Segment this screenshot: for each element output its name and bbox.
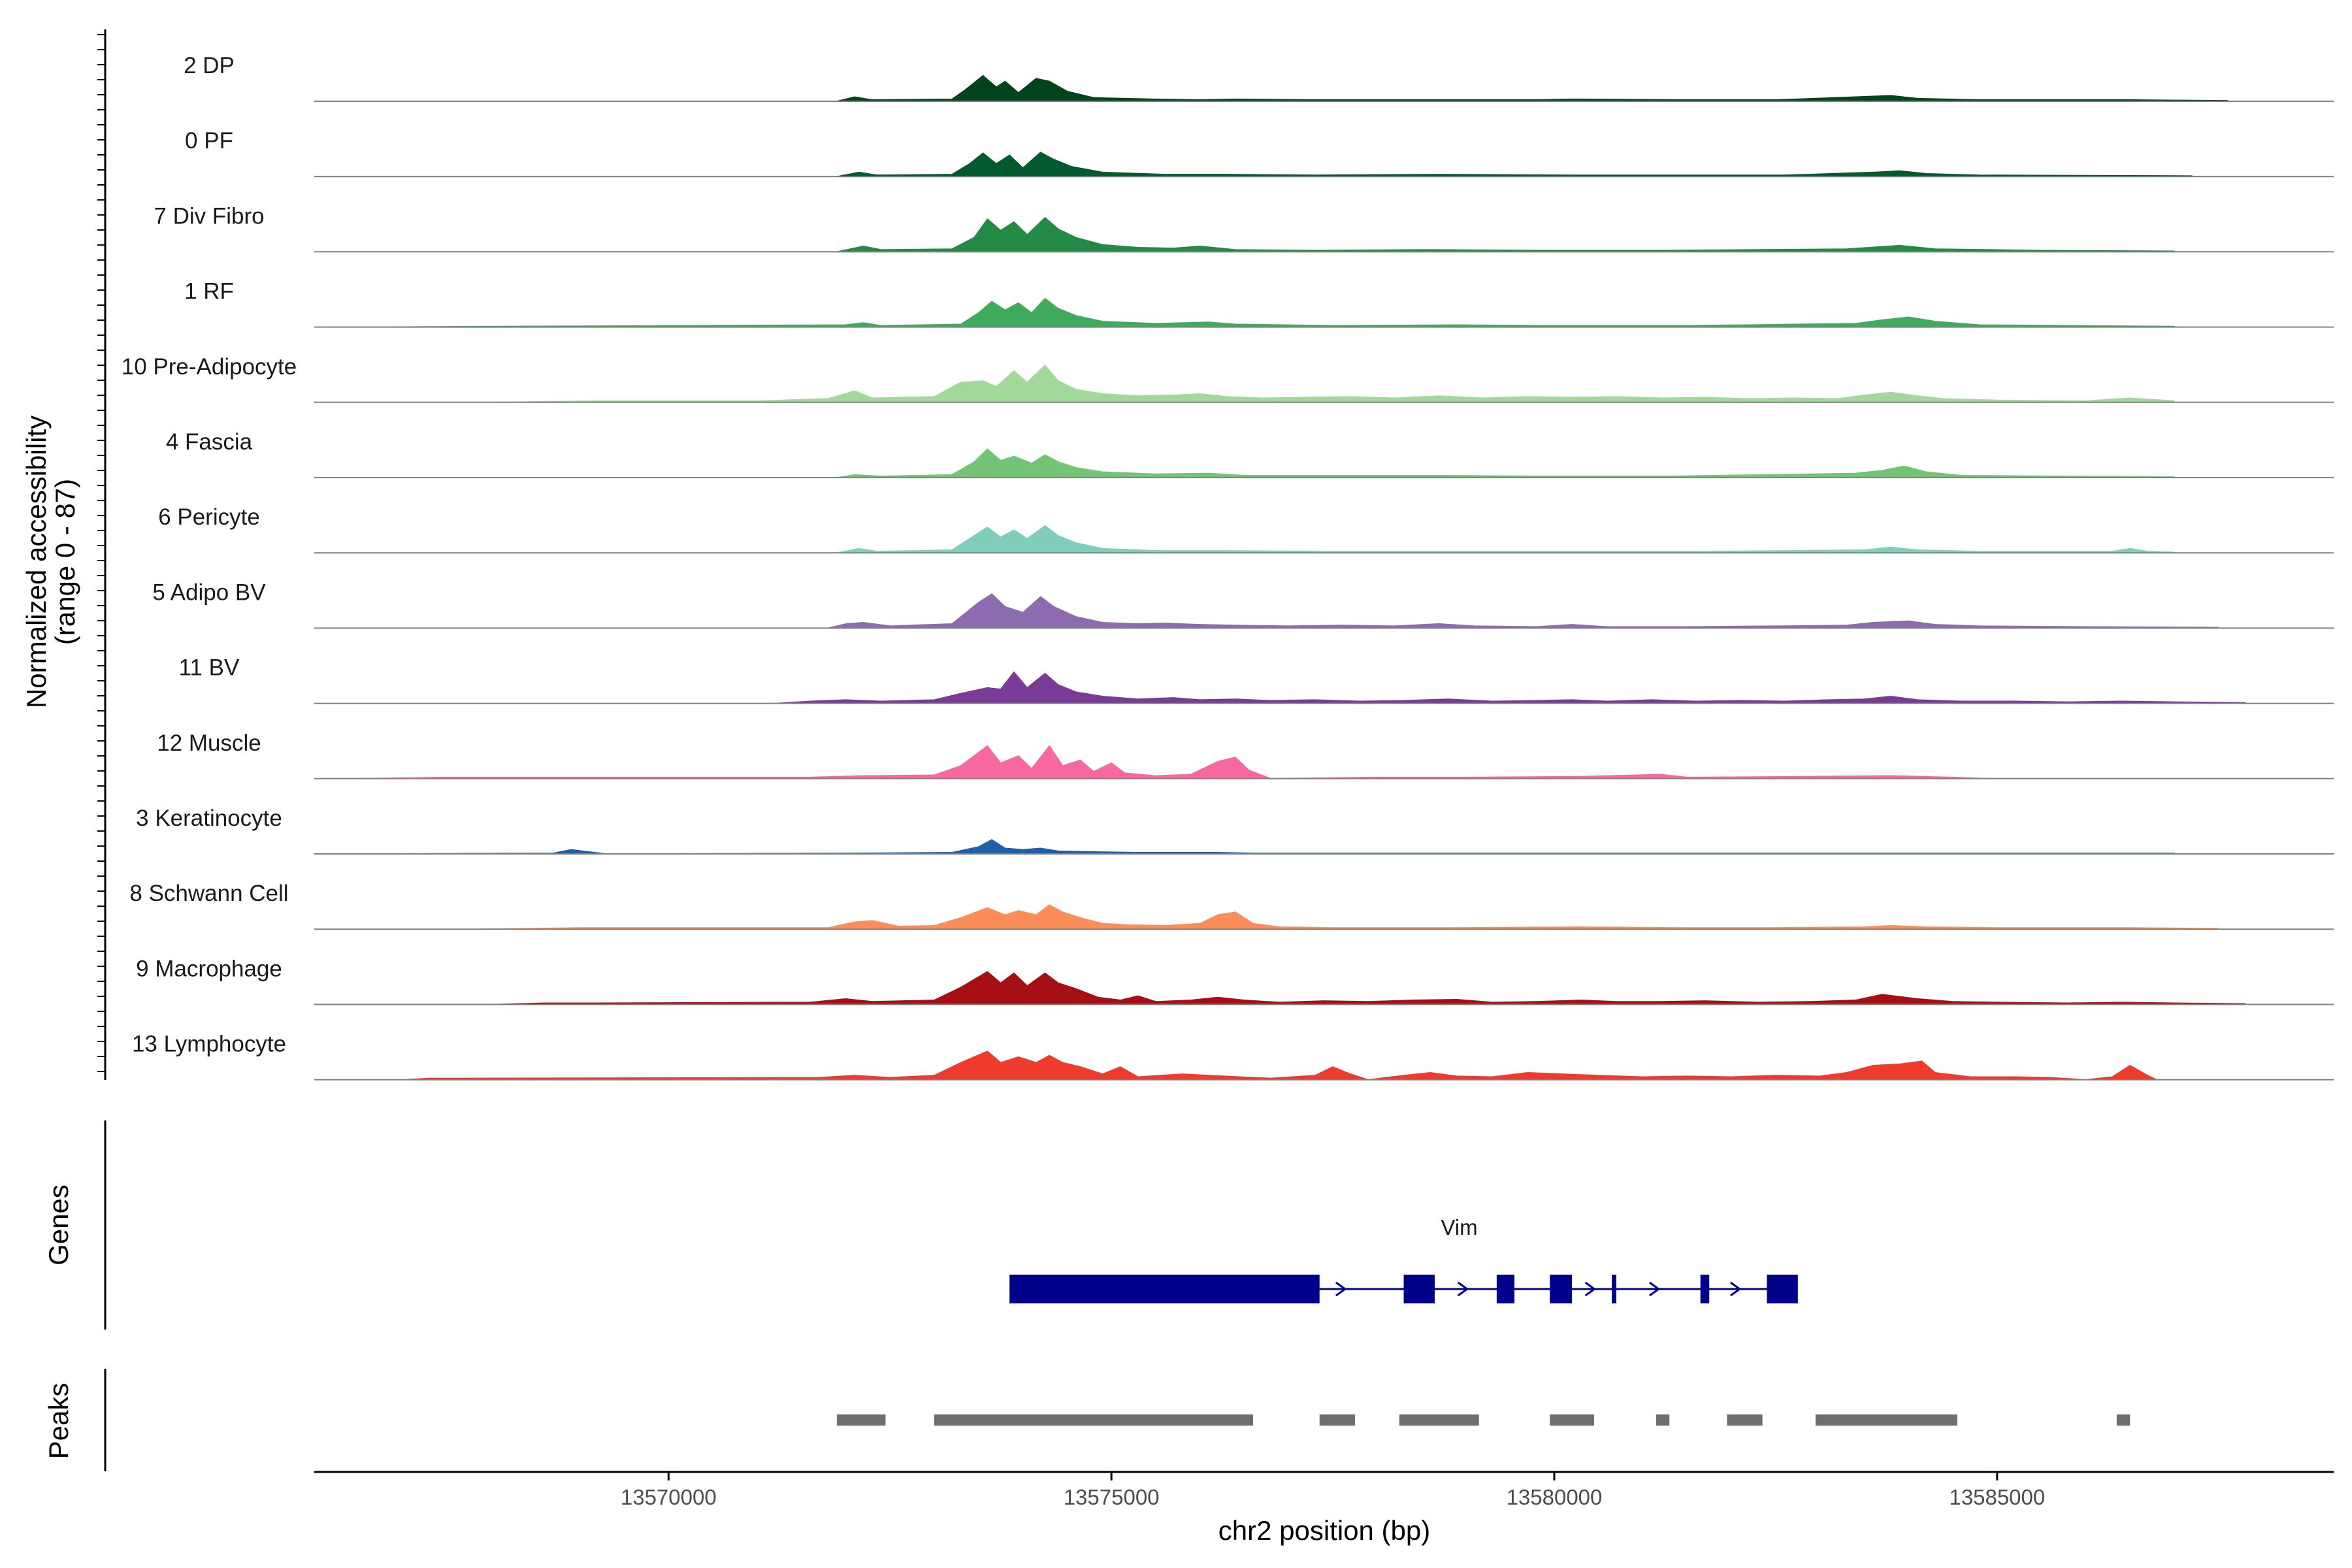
peak-interval [1727, 1414, 1763, 1426]
coverage-area [331, 298, 2175, 328]
gene-exon [1009, 1275, 1320, 1303]
coverage-area [836, 152, 2193, 177]
track-label: 2 DP [184, 53, 235, 78]
coverage-area [836, 525, 2175, 553]
peak-interval [1399, 1414, 1479, 1426]
gene-exon [1496, 1275, 1514, 1303]
track-label: 11 BV [179, 655, 240, 681]
x-axis: 13570000 13575000 13580000 13585000 [621, 1472, 2045, 1509]
track-label: 1 RF [184, 279, 234, 304]
strand-arrow [1457, 1281, 1469, 1297]
peak-interval [836, 1414, 886, 1426]
strand-arrow [1335, 1281, 1347, 1297]
track-7-div-fibro: 7 Div Fibro [154, 203, 2334, 253]
track-2-dp: 2 DP [184, 53, 2334, 102]
track-label: 10 Pre-Adipocyte [122, 354, 297, 380]
coverage-area [836, 448, 2175, 478]
peak-intervals [836, 1414, 2131, 1426]
strand-arrow [1584, 1281, 1597, 1297]
track-11-bv: 11 BV [179, 655, 2334, 704]
track-label: 7 Div Fibro [154, 203, 264, 229]
coverage-area [774, 671, 2246, 704]
peak-interval [1319, 1414, 1355, 1426]
strand-arrow [1730, 1281, 1742, 1297]
track-label: 13 Lymphocyte [132, 1032, 286, 1057]
x-tick-label: 13585000 [1949, 1485, 2045, 1509]
coverage-area [402, 1051, 2157, 1081]
gene-exon [1403, 1275, 1435, 1303]
track-3-keratinocyte: 3 Keratinocyte [136, 806, 2334, 855]
x-tick-label: 13570000 [621, 1485, 717, 1509]
track-13-lymphocyte: 13 Lymphocyte [132, 1032, 2334, 1081]
track-1-rf: 1 RF [184, 279, 2334, 328]
gene-exon [1767, 1275, 1798, 1303]
track-label: 4 Fascia [166, 429, 253, 455]
gene-exon [1550, 1275, 1573, 1303]
peaks-panel-label: Peaks [43, 1383, 74, 1460]
track-8-schwann-cell: 8 Schwann Cell [129, 881, 2334, 930]
y-axis-title: Normalized accessibility (range 0 - 87) [21, 416, 80, 708]
coverage-area [836, 217, 2175, 253]
coverage-area [827, 593, 2219, 629]
peak-interval [1550, 1414, 1594, 1426]
track-label: 0 PF [185, 128, 233, 154]
x-tick-label: 13575000 [1064, 1485, 1160, 1509]
peak-interval [2116, 1414, 2131, 1426]
track-label: 6 Pericyte [158, 504, 260, 530]
gene-exon [1612, 1275, 1616, 1303]
gene-label-vim: Vim [1441, 1215, 1477, 1239]
coverage-area [836, 74, 2229, 102]
gene-exon [1700, 1275, 1710, 1303]
track-label: 8 Schwann Cell [129, 881, 288, 906]
coverage-tracks: 2 DP 0 PF 7 Div Fibro 1 RF 10 Pre-Adipocyte 4… [122, 53, 2334, 1081]
y-axis-ruler [97, 29, 106, 1080]
genes-panel-label: Genes [43, 1184, 74, 1266]
y-axis-label: Normalized accessibility [21, 416, 52, 708]
track-5-adipo-bv: 5 Adipo BV [152, 580, 2334, 629]
track-label: 12 Muscle [157, 730, 261, 756]
track-label: 5 Adipo BV [152, 580, 266, 605]
coverage-area [491, 971, 2246, 1005]
track-6-pericyte: 6 Pericyte [158, 504, 2334, 554]
track-label: 9 Macrophage [136, 956, 282, 981]
peak-interval [934, 1414, 1254, 1426]
track-0-pf: 0 PF [185, 128, 2334, 178]
coverage-area [473, 904, 2219, 930]
track-9-macrophage: 9 Macrophage [136, 956, 2334, 1005]
strand-arrow [1648, 1281, 1661, 1297]
track-10-pre-adipocyte: 10 Pre-Adipocyte [122, 354, 2334, 403]
track-12-muscle: 12 Muscle [157, 730, 2334, 779]
peak-interval [1815, 1414, 1957, 1426]
coverage-area [331, 839, 2175, 855]
y-axis-range-label: (range 0 - 87) [50, 479, 80, 645]
track-label: 3 Keratinocyte [136, 806, 282, 831]
gene-model-vim [1009, 1275, 1798, 1303]
coverage-area [358, 745, 1989, 779]
coverage-area [491, 365, 2175, 403]
x-axis-title: chr2 position (bp) [1218, 1515, 1431, 1546]
track-4-fascia: 4 Fascia [166, 429, 2334, 478]
peak-interval [1656, 1414, 1670, 1426]
x-tick-label: 13580000 [1507, 1485, 1603, 1509]
